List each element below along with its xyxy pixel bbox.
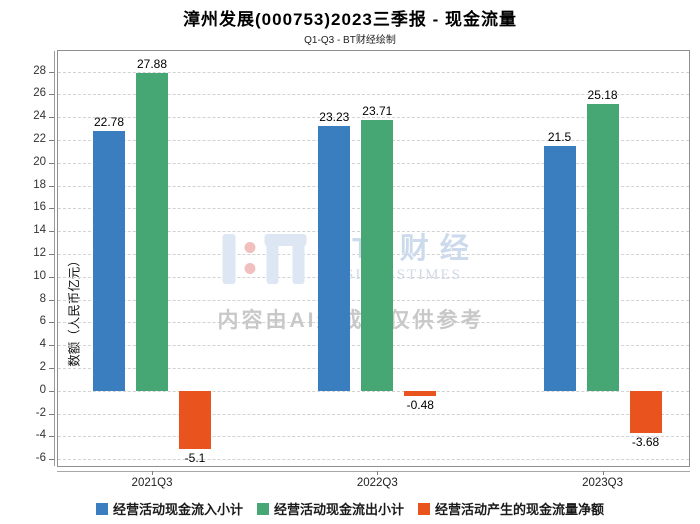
y-tick-label: 28 <box>33 64 46 77</box>
legend-swatch-icon <box>418 502 430 515</box>
y-tick-mark <box>49 322 54 324</box>
x-tick-mark <box>152 471 154 475</box>
y-tick-label: 10 <box>33 269 46 282</box>
y-tick-mark <box>49 390 54 392</box>
x-tick-mark <box>602 471 604 475</box>
y-tick-label: 6 <box>39 315 46 328</box>
y-tick-label: 0 <box>39 383 46 396</box>
bar <box>543 145 576 391</box>
y-tick-label: 18 <box>33 178 46 191</box>
y-tick-label: 22 <box>33 132 46 145</box>
bar-value-label: 22.78 <box>94 115 125 130</box>
bar <box>93 131 126 391</box>
chart-title: 漳州发展(000753)2023三季报 - 现金流量 <box>183 10 517 29</box>
bt-logo-icon <box>222 234 307 288</box>
x-tick-label: 2022Q3 <box>356 477 398 489</box>
legend-label: 经营活动现金流入小计 <box>112 502 243 517</box>
x-tick-mark <box>377 471 379 475</box>
gridline <box>58 94 689 96</box>
x-tick-label: 2023Q3 <box>582 477 624 489</box>
y-tick-label: 14 <box>33 224 46 237</box>
y-tick-label: 26 <box>33 87 46 100</box>
gridline <box>58 71 689 73</box>
y-axis-spine <box>54 51 55 466</box>
gridline <box>58 390 689 392</box>
legend-swatch-icon <box>256 502 269 515</box>
y-tick-mark <box>49 117 54 119</box>
gridline <box>58 117 689 119</box>
y-tick-mark <box>49 459 54 461</box>
chart-subtitle: Q1-Q3 - BT财经绘制 <box>304 35 396 46</box>
watermark-brand-row: BT 财经 BUSINESSTIMES <box>222 233 480 288</box>
y-tick-mark <box>49 94 54 96</box>
legend-label: 经营活动现金流出小计 <box>273 502 404 517</box>
x-tick-label: 2021Q3 <box>131 477 173 489</box>
watermark-ai-notice: 内容由AI生成，仅供参考 <box>217 309 485 332</box>
bar-value-label: 23.71 <box>362 104 393 119</box>
x-axis-spine <box>57 471 690 472</box>
y-tick-mark <box>49 139 54 141</box>
legend-item: 经营活动现金流出小计 <box>256 499 404 518</box>
gridline <box>58 459 689 461</box>
watermark: BT 财经 BUSINESSTIMES 内容由AI生成，仅供参考 <box>217 233 485 334</box>
bar-value-label: 21.5 <box>547 129 572 144</box>
bar-value-label: -0.48 <box>406 398 434 413</box>
bar <box>586 103 619 391</box>
y-tick-mark <box>49 276 54 278</box>
legend-label: 经营活动产生的现金流量净额 <box>435 502 605 517</box>
bar-value-label: 23.23 <box>319 109 350 124</box>
y-tick-mark <box>49 345 54 347</box>
y-tick-mark <box>49 413 54 415</box>
bar-value-label: -5.1 <box>184 450 206 465</box>
bar <box>136 72 169 391</box>
y-tick-mark <box>49 436 54 438</box>
y-tick-mark <box>49 185 54 187</box>
y-axis-label: 数额（人民币亿元） <box>67 254 82 367</box>
y-tick-label: -2 <box>35 406 46 419</box>
y-tick-label: 8 <box>39 292 46 305</box>
bar-value-label: 27.88 <box>137 56 168 71</box>
bar <box>361 120 394 391</box>
y-tick-label: 4 <box>39 338 46 351</box>
y-tick-mark <box>49 299 54 301</box>
y-tick-label: 12 <box>33 246 46 259</box>
gridline <box>58 413 689 415</box>
y-tick-label: 20 <box>33 155 46 168</box>
bar <box>179 390 212 449</box>
y-tick-label: -4 <box>35 429 46 442</box>
y-tick-mark <box>49 253 54 255</box>
y-tick-label: 24 <box>33 110 46 123</box>
gridline <box>58 436 689 438</box>
bar <box>404 390 437 397</box>
legend-item: 经营活动产生的现金流量净额 <box>418 499 604 518</box>
y-tick-mark <box>49 208 54 210</box>
bar-value-label: 25.18 <box>587 87 618 102</box>
y-tick-label: 16 <box>33 201 46 214</box>
bar <box>318 125 351 391</box>
y-tick-label: -6 <box>35 452 46 465</box>
y-tick-label: 2 <box>39 360 46 373</box>
legend-item: 经营活动现金流入小计 <box>95 499 243 518</box>
bar <box>629 390 662 433</box>
y-tick-mark <box>49 162 54 164</box>
legend-swatch-icon <box>95 502 108 515</box>
plot-area: 数额（人民币亿元） BT 财经 BUSINESSTIMES 内容由AI生成，仅供… <box>33 50 690 489</box>
y-tick-mark <box>49 231 54 233</box>
y-tick-mark <box>49 367 54 369</box>
bar-value-label: -3.68 <box>631 434 660 449</box>
y-tick-mark <box>49 71 54 73</box>
chart-legend: 经营活动现金流入小计 经营活动现金流出小计 经营活动产生的现金流量净额 <box>0 499 700 518</box>
